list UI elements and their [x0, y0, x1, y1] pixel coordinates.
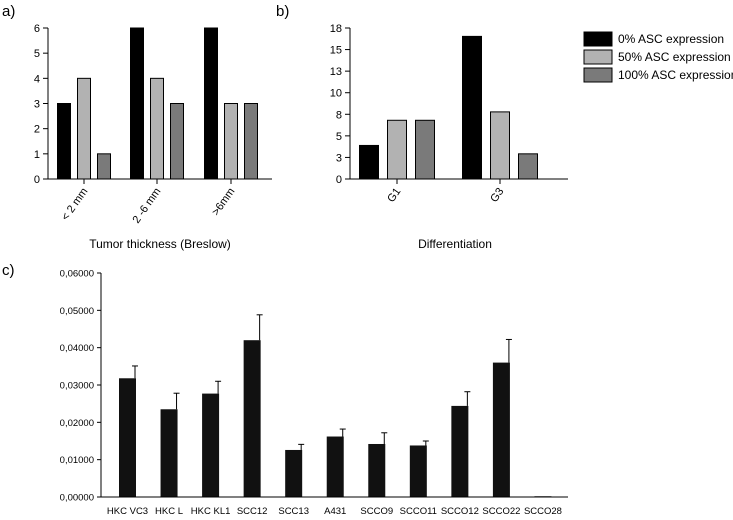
a-bar — [57, 103, 71, 180]
c-x-tick-label: SCC12 — [237, 506, 268, 517]
c-x-tick-label: SCCO11 — [400, 506, 437, 517]
c-x-tick-label: SCCO9 — [360, 506, 393, 517]
c-x-tick-label: SCC13 — [278, 506, 309, 517]
a-bar — [170, 103, 184, 180]
c-bar — [160, 409, 178, 497]
a-bar — [244, 103, 258, 180]
c-y-tick-label: 0,04000 — [60, 343, 94, 354]
panel-label-c: c) — [2, 262, 15, 279]
legend-swatch — [583, 31, 613, 47]
b-y-tick-label: 3 — [336, 152, 342, 164]
c-x-tick-label: SCCO12 — [441, 506, 479, 517]
c-y-tick-label: 0,00000 — [60, 493, 94, 504]
legend-label: 100% ASC expression — [618, 68, 733, 82]
c-bar — [409, 445, 427, 497]
a-x-tick-label: < 2 mm — [59, 186, 90, 223]
c-x-tick-label: HKC L — [155, 506, 183, 517]
b-bar — [359, 144, 379, 180]
a-y-tick-label: 6 — [34, 23, 40, 35]
legend-label: 50% ASC expression — [618, 50, 731, 64]
a-bar — [224, 103, 238, 180]
c-x-tick-label: A431 — [324, 506, 346, 517]
chart-a: 0 1 2 3 4 5 6 < 2 mm 2 -6 mm >6mm Tumor thicknes… — [34, 23, 272, 251]
b-y-tick-label: 10 — [330, 88, 342, 100]
c-y-tick-label: 0,03000 — [60, 381, 94, 392]
a-x-tick-label: >6mm — [210, 186, 238, 218]
legend-swatch — [583, 67, 613, 83]
c-bar — [368, 443, 386, 497]
a-bar — [204, 27, 218, 180]
b-bar — [462, 35, 482, 180]
c-y-tick-label: 0,06000 — [60, 269, 94, 280]
b-y-tick-label: 15 — [330, 45, 342, 57]
legend-label: 0% ASC expression — [618, 32, 724, 46]
c-bar — [326, 436, 344, 497]
b-y-tick-label: 0 — [336, 174, 342, 186]
a-bar — [150, 77, 164, 180]
c-bar — [119, 378, 136, 497]
c-bar — [492, 362, 510, 497]
a-y-tick-label: 4 — [34, 73, 40, 85]
c-bar — [285, 449, 303, 497]
legend-swatch — [583, 49, 613, 65]
b-y-tick-label: 18 — [330, 23, 342, 35]
c-bar — [243, 340, 261, 497]
b-bar — [415, 119, 435, 180]
a-y-tick-label: 0 — [34, 174, 40, 186]
a-y-tick-label: 2 — [34, 124, 40, 136]
b-y-tick-label: 8 — [336, 109, 342, 121]
c-x-tick-label: HKC KL1 — [191, 506, 231, 517]
b-y-tick-label: 5 — [336, 131, 342, 143]
a-y-tick-label: 3 — [34, 99, 40, 111]
c-x-tick-label: HKC VC3 — [107, 506, 148, 517]
b-bar — [518, 153, 538, 180]
chart-b-x-title: Differentiation — [418, 237, 492, 251]
b-bar — [387, 119, 407, 180]
a-bar — [97, 153, 111, 180]
a-x-tick-label: 2 -6 mm — [130, 186, 163, 226]
chart-c: 0,00000 0,01000 0,02000 0,03000 0,04000 0,050… — [60, 269, 568, 517]
panel-label-b: b) — [276, 3, 289, 20]
b-x-tick-label: G3 — [488, 186, 506, 205]
c-bar — [202, 393, 220, 497]
b-x-tick-label: G1 — [385, 186, 403, 205]
a-y-tick-label: 1 — [34, 149, 40, 161]
chart-a-x-title: Tumor thickness (Breslow) — [89, 237, 231, 251]
c-y-tick-label: 0,05000 — [60, 306, 94, 317]
b-y-tick-label: 13 — [330, 66, 342, 78]
legend: 0% ASC expression 50% ASC expression 100% … — [583, 31, 733, 83]
panel-label-a: a) — [2, 3, 15, 20]
a-y-tick-label: 5 — [34, 48, 40, 60]
a-bar — [130, 27, 144, 180]
b-bar — [490, 111, 510, 180]
c-y-tick-label: 0,01000 — [60, 455, 94, 466]
c-x-tick-label: SCCO28 — [524, 506, 562, 517]
c-y-tick-label: 0,02000 — [60, 418, 94, 429]
a-bar — [77, 77, 91, 180]
chart-b: 0 3 5 8 10 13 15 18 G1 G3 Differentiation — [330, 23, 568, 251]
c-x-tick-label: SCCO22 — [482, 506, 520, 517]
c-bar — [451, 405, 469, 497]
